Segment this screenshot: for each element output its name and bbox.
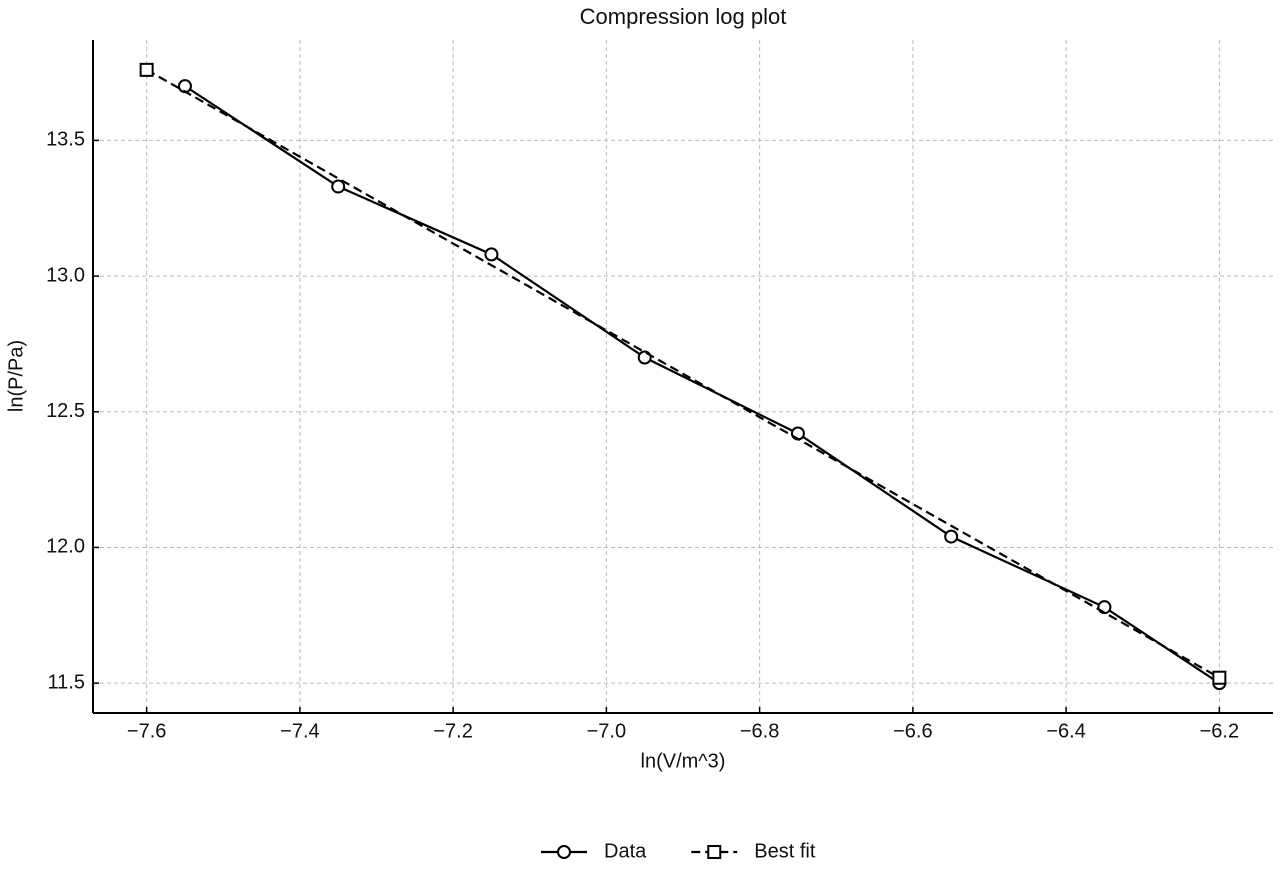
x-tick-label: −7.0 bbox=[587, 720, 626, 742]
x-tick-label: −7.2 bbox=[433, 720, 472, 742]
y-tick-label: 11.5 bbox=[48, 671, 85, 693]
plot-area bbox=[139, 62, 1227, 691]
legend-marker bbox=[707, 845, 722, 859]
x-axis-label: ln(V/m^3) bbox=[641, 750, 726, 772]
legend-label: Data bbox=[604, 840, 647, 862]
marker bbox=[331, 179, 346, 194]
y-tick-label: 13.0 bbox=[46, 264, 85, 286]
grid bbox=[93, 40, 1273, 713]
x-tick-label: −7.6 bbox=[127, 720, 166, 742]
legend: Data Best fit bbox=[541, 840, 816, 862]
chart-title: Compression log plot bbox=[580, 4, 787, 29]
x-tick-label: −6.4 bbox=[1046, 720, 1085, 742]
series-line bbox=[146, 68, 1220, 679]
y-tick-label: 13.5 bbox=[46, 129, 85, 151]
legend-label: Best fit bbox=[754, 840, 816, 862]
x-tick-label: −6.6 bbox=[893, 720, 932, 742]
x-tick-label: −7.4 bbox=[280, 720, 319, 742]
marker bbox=[484, 247, 499, 262]
y-tick-label: 12.5 bbox=[46, 400, 85, 422]
marker bbox=[944, 529, 959, 544]
marker bbox=[1212, 670, 1227, 685]
x-tick-label: −6.2 bbox=[1200, 720, 1239, 742]
marker bbox=[139, 62, 154, 77]
legend-marker bbox=[557, 845, 571, 859]
y-axis-label: ln(P/Pa) bbox=[5, 340, 27, 412]
y-tick-label: 12.0 bbox=[46, 536, 85, 558]
x-tick-label: −6.8 bbox=[740, 720, 779, 742]
